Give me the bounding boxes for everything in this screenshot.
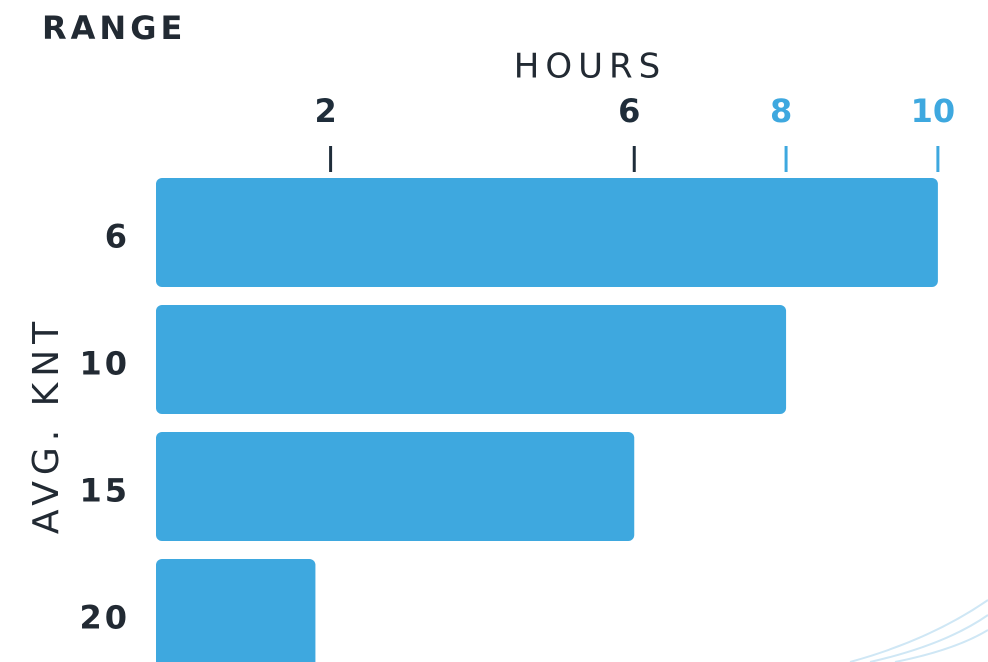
y-axis-label: AVG. KNT <box>26 316 67 534</box>
x-tick-label: 8 <box>770 92 792 130</box>
bar <box>156 559 315 662</box>
chart: RANGE HOURS AVG. KNT 2 6 8 10 6 10 15 20 <box>0 0 988 662</box>
chart-title: RANGE <box>42 9 186 47</box>
bar <box>156 178 938 287</box>
decoration <box>850 600 988 662</box>
bar <box>156 432 634 541</box>
x-tick-label: 6 <box>618 92 640 130</box>
y-tick-label: 6 <box>105 218 130 256</box>
x-tick-label: 10 <box>911 92 956 130</box>
x-tick-label: 2 <box>314 92 336 130</box>
y-tick-label: 10 <box>79 345 130 383</box>
bar <box>156 305 786 414</box>
y-tick-label: 15 <box>79 472 130 510</box>
y-tick-label: 20 <box>79 599 130 637</box>
x-axis-label: HOURS <box>514 47 666 87</box>
